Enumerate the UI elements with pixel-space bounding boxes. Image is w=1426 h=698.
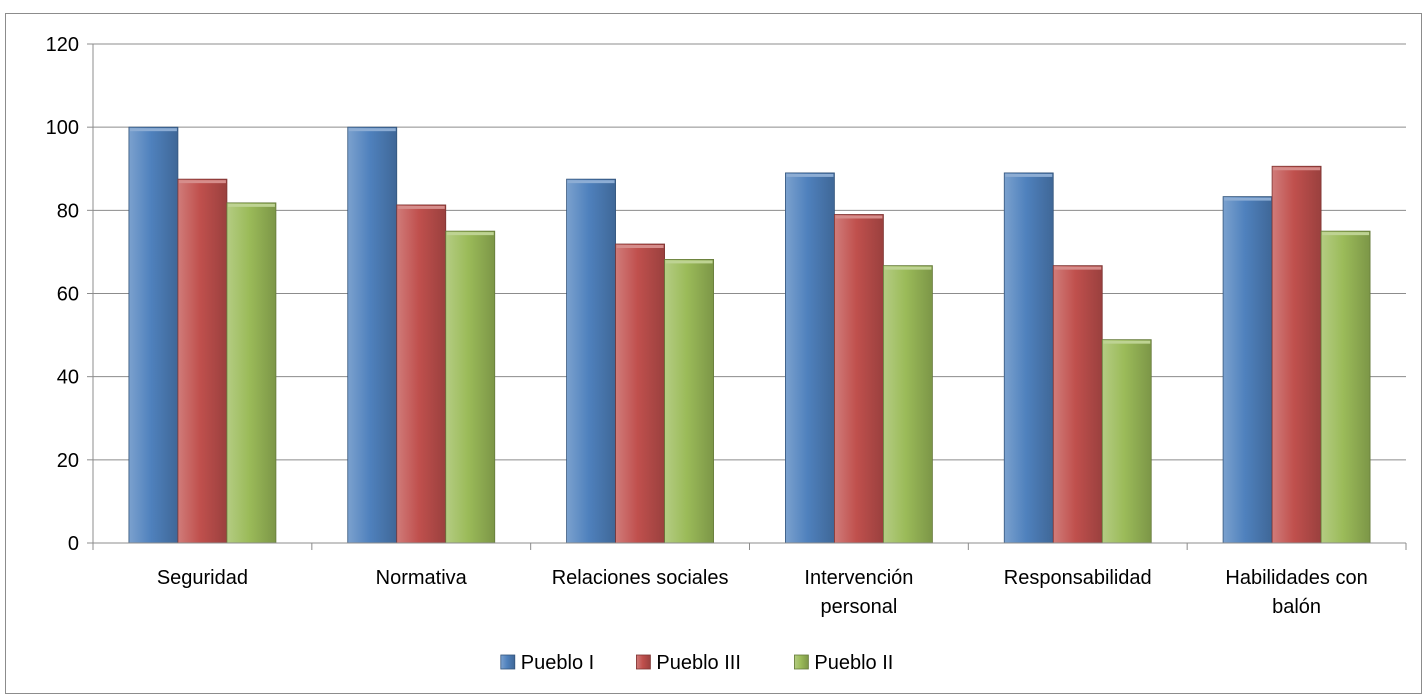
legend-swatch xyxy=(794,654,809,670)
gridlines xyxy=(93,43,1406,461)
y-tick-label: 60 xyxy=(57,284,79,306)
category-labels: Seguridad Normativa Relaciones sociales Int… xyxy=(157,567,1368,618)
bar-pueblo-iii-2 xyxy=(615,243,665,544)
bar-top-highlight xyxy=(835,215,883,219)
axes xyxy=(87,43,1407,550)
bar-top-highlight xyxy=(884,266,932,270)
bar-top-highlight xyxy=(348,128,396,132)
bar-pueblo-iii-0 xyxy=(177,178,228,544)
bar-top-highlight xyxy=(665,260,713,264)
legend-label: Pueblo I xyxy=(521,652,594,674)
y-tick-label: 20 xyxy=(57,450,79,472)
bar-top-highlight xyxy=(1322,232,1370,236)
legend-item-pueblo-iii: Pueblo III xyxy=(636,652,741,674)
legend-label: Pueblo II xyxy=(814,652,893,674)
category-label: Responsabilidad xyxy=(1004,567,1152,589)
bar-pueblo-iii-5 xyxy=(1271,165,1322,544)
bar-pueblo-ii-1 xyxy=(445,230,496,544)
y-tick-label: 40 xyxy=(57,367,79,389)
bar-pueblo-iii-1 xyxy=(396,204,447,544)
bar-top-highlight xyxy=(567,180,615,184)
bar-pueblo-ii-4 xyxy=(1101,339,1152,544)
bar-pueblo-i-5 xyxy=(1222,196,1273,544)
legend-label: Pueblo III xyxy=(656,652,741,674)
category-label: Intervención personal xyxy=(804,567,913,618)
bar-top-highlight xyxy=(1005,173,1053,177)
bar-top-highlight xyxy=(1273,167,1321,171)
legend: Pueblo I Pueblo III Pueblo II xyxy=(500,652,893,674)
bar-pueblo-iii-3 xyxy=(834,214,884,544)
bar-top-highlight xyxy=(786,173,834,177)
bar-top-highlight xyxy=(178,180,226,184)
y-tick-labels: 0 20 40 60 80 100 120 xyxy=(46,34,79,555)
bar-pueblo-ii-3 xyxy=(883,265,933,544)
category-label: Relaciones sociales xyxy=(552,567,729,589)
bar-top-highlight xyxy=(1103,340,1151,344)
bar-pueblo-ii-0 xyxy=(226,202,277,544)
y-tick-label: 100 xyxy=(46,117,79,139)
bar-pueblo-i-3 xyxy=(785,172,835,544)
y-tick-label: 120 xyxy=(46,34,79,56)
bar-top-highlight xyxy=(1054,266,1102,270)
legend-item-pueblo-ii: Pueblo II xyxy=(794,652,893,674)
bar-pueblo-ii-5 xyxy=(1320,230,1371,544)
category-label: Habilidades con balón xyxy=(1225,567,1367,618)
category-label: Normativa xyxy=(376,567,468,589)
bar-pueblo-ii-2 xyxy=(664,259,714,544)
category-label: Seguridad xyxy=(157,567,248,589)
bar-top-highlight xyxy=(129,128,177,132)
y-tick-label: 80 xyxy=(57,200,79,222)
bar-pueblo-i-0 xyxy=(128,126,179,544)
bar-pueblo-iii-4 xyxy=(1052,265,1103,544)
bars xyxy=(128,126,1371,544)
bar-pueblo-i-1 xyxy=(347,126,398,544)
bar-pueblo-i-4 xyxy=(1003,172,1054,544)
legend-swatch xyxy=(636,654,651,670)
bar-pueblo-i-2 xyxy=(566,178,616,544)
bar-top-highlight xyxy=(1224,197,1272,201)
legend-swatch xyxy=(500,654,516,670)
bar-top-highlight xyxy=(616,245,664,249)
legend-item-pueblo-i: Pueblo I xyxy=(500,652,594,674)
bar-top-highlight xyxy=(227,203,275,207)
y-tick-label: 0 xyxy=(68,533,79,555)
bar-top-highlight xyxy=(446,232,494,236)
bar-top-highlight xyxy=(397,205,445,209)
